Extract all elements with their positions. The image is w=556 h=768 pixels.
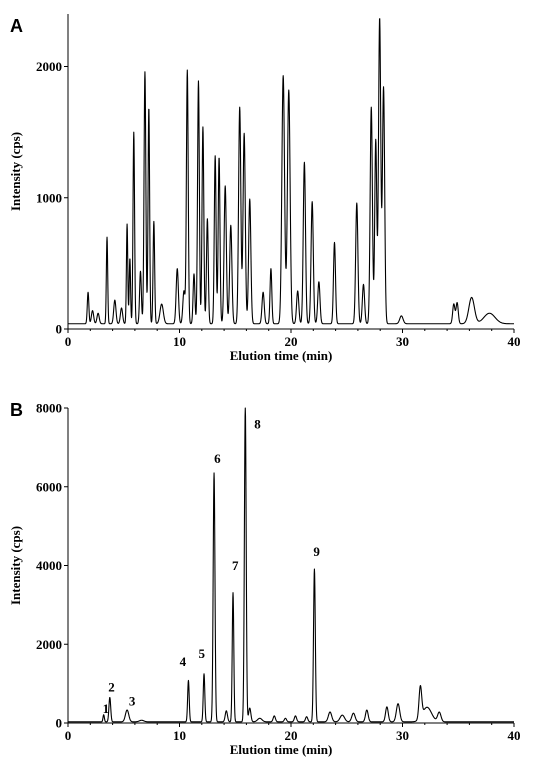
peak-label-7: 7 xyxy=(232,558,239,573)
panel-a-y-axis-title: Intensity (cps) xyxy=(8,132,23,211)
panel-a-x-tick-label: 40 xyxy=(508,334,521,349)
panel-b-y-axis-title: Intensity (cps) xyxy=(8,526,23,605)
panel-b-y-tick-label: 4000 xyxy=(36,558,62,573)
peak-label-1: 1 xyxy=(103,701,110,716)
panel-b-y-tick-label: 2000 xyxy=(36,637,62,652)
panel-b-x-tick-label: 0 xyxy=(65,728,72,743)
panel-b-y-tick-label: 0 xyxy=(56,716,63,731)
panel-a-letter: A xyxy=(10,16,23,36)
panel-b-ticks: 0 10 20 30 40 0 2000 4000 6000 8000 xyxy=(36,401,521,744)
panel-b-letter: B xyxy=(10,400,23,420)
panel-a-y-tick-label: 1000 xyxy=(36,190,62,205)
peak-label-4: 4 xyxy=(180,654,187,669)
panel-a-x-tick-label: 20 xyxy=(285,334,298,349)
panel-b-x-tick-label: 40 xyxy=(508,728,521,743)
panel-b-x-axis-title: Elution time (min) xyxy=(230,742,333,757)
panel-a-ticks: 0 10 20 30 40 0 1000 2000 xyxy=(36,59,521,349)
panel-b-x-tick-label: 10 xyxy=(173,728,186,743)
peak-label-2: 2 xyxy=(108,680,115,695)
peak-label-9: 9 xyxy=(313,544,320,559)
peak-label-6: 6 xyxy=(214,451,221,466)
panel-a-y-tick-label: 0 xyxy=(56,322,63,337)
panel-a-x-tick-label: 10 xyxy=(173,334,186,349)
panel-b-chromatogram-trace xyxy=(67,407,515,723)
panel-a-chromatogram-trace xyxy=(67,18,515,325)
peak-label-3: 3 xyxy=(129,693,136,708)
peak-label-5: 5 xyxy=(199,646,206,661)
panel-a-x-tick-label: 0 xyxy=(65,334,72,349)
panel-a-x-tick-label: 30 xyxy=(396,334,409,349)
panel-a-y-tick-label: 2000 xyxy=(36,59,62,74)
panel-b-x-tick-label: 20 xyxy=(285,728,298,743)
panel-b-x-tick-label: 30 xyxy=(396,728,409,743)
panel-a-x-axis-title: Elution time (min) xyxy=(230,348,333,363)
peak-label-8: 8 xyxy=(254,416,261,431)
panel-b-y-tick-label: 6000 xyxy=(36,479,62,494)
panel-b-y-tick-label: 8000 xyxy=(36,401,62,416)
